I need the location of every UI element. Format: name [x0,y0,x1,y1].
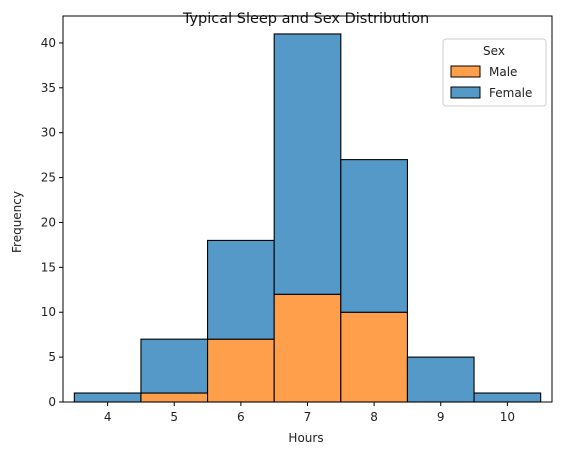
legend-label-male: Male [489,65,517,79]
y-tick-label: 0 [48,395,56,409]
plot-frame [62,15,553,403]
legend-title: Sex [483,44,505,58]
bar-male-7 [273,293,342,403]
bar-female-6 [207,239,275,340]
y-axis-title: Frequency [10,191,24,253]
y-tick-label: 5 [48,350,56,364]
bar-female-8 [340,159,408,313]
legend-items: Male Female [450,65,532,100]
x-axis-title: Hours [288,431,323,445]
legend-label-female: Female [489,86,532,100]
bar-female-5 [140,338,209,394]
bar-male-6 [207,338,275,403]
x-tick-label: 10 [500,410,515,424]
y-tick-label: 15 [41,260,56,274]
x-tick-label: 4 [104,410,112,424]
y-axis-ticks: 0 5 10 15 20 25 30 35 40 [41,36,63,409]
y-tick-label: 25 [41,171,56,185]
y-tick-label: 30 [41,126,56,140]
x-tick-label: 9 [437,410,445,424]
y-tick-label: 10 [41,305,56,319]
bar-male-8 [340,311,408,403]
legend: Sex Male Female [442,38,547,107]
bars-layer [73,33,542,403]
bar-male-5 [140,392,209,403]
bar-female-4 [73,392,142,403]
y-tick-label: 35 [41,81,56,95]
chart-title: Typical Sleep and Sex Distribution [182,11,429,27]
x-axis-ticks: 4 5 6 7 8 9 10 [104,402,515,424]
x-tick-label: 6 [237,410,245,424]
bar-female-10 [473,392,542,403]
legend-swatch-male [450,65,481,78]
bar-female-9 [406,356,475,403]
x-tick-label: 8 [370,410,378,424]
y-tick-label: 20 [41,215,56,229]
x-tick-label: 5 [170,410,178,424]
legend-swatch-female [450,86,481,99]
bar-female-7 [273,33,342,295]
y-tick-label: 40 [41,36,56,50]
x-tick-label: 7 [304,410,312,424]
